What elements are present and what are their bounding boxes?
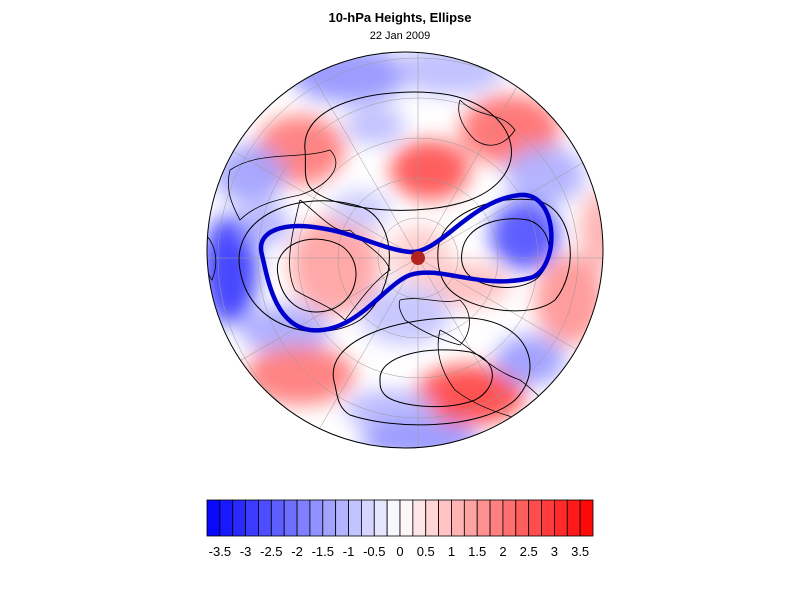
colorbar-tick-label: 1.5 [468,544,486,559]
colorbar-box [425,499,440,537]
colorbar-box [438,499,452,537]
colorbar-box [476,499,491,537]
colorbar-tick-label: -2.5 [260,544,282,559]
pole-marker [411,251,425,265]
colorbar-box [463,499,478,537]
contour-right-inner [461,218,550,288]
anomaly-patch [345,105,405,145]
colorbar-tick-label: -1 [343,544,355,559]
contour-lower-inner [379,349,493,408]
anomaly-patch [207,215,258,325]
colorbar-box [451,499,465,537]
contour-left-inner [276,238,357,313]
height-contours [238,91,571,426]
colorbar-tick-labels: -3.5 -3 -2.5 -2 -1.5 -1 -0.5 0 0.5 1 1.5 2 2.5 3 3.5 [209,544,590,559]
colorbar-box [348,499,362,537]
anomaly-patch [535,255,603,345]
colorbar-box [502,499,517,537]
colorbar-tick-label: 3.5 [571,544,589,559]
colorbar-box [566,499,581,537]
meridian-line [417,257,603,389]
anomaly-patch [580,190,603,270]
colorbar-box [554,499,568,537]
colorbar-box [206,499,221,537]
anomaly-patch [390,140,470,200]
colorbar-box [528,499,542,537]
coastline [289,199,391,321]
colorbar-box [258,499,272,537]
contour-upper [304,91,512,211]
colorbar-box [515,499,530,537]
anomaly-patch [330,190,390,230]
colorbar-tick-label: 0 [396,544,403,559]
colorbar-box [270,499,285,537]
anomaly-shading [207,52,603,448]
colorbar-box [335,499,349,537]
colorbar-box [245,499,259,537]
coastline [227,149,337,221]
colorbar-box [412,499,427,537]
fitted-ellipse [258,192,554,333]
coastline [398,298,470,346]
anomaly-patch [490,200,560,270]
chart-subtitle: 22 Jan 2009 [369,30,431,42]
anomaly-patch [505,145,585,205]
anomaly-patch [215,145,285,205]
colorbar-tick-label: 3 [551,544,558,559]
colorbar-box [322,499,337,537]
colorbar-box [399,499,414,537]
anomaly-patch [360,420,480,448]
colorbar-box [296,499,311,537]
contour-left-outer [238,200,390,333]
coastline [207,229,217,281]
colorbar-swatches [206,499,594,537]
contour-lower [332,317,531,426]
colorbar-box [309,499,324,537]
colorbar-tick-label: -1.5 [312,544,334,559]
anomaly-patch [240,205,290,245]
colorbar-box [232,499,247,537]
colorbar-tick-label: -3 [240,544,252,559]
colorbar-tick-label: -3.5 [209,544,231,559]
colorbar-box [360,499,375,537]
colorbar-tick-label: -0.5 [363,544,385,559]
colorbar-box [579,499,594,537]
colorbar-box [489,499,504,537]
colorbar-box [373,499,388,537]
colorbar-tick-label: 1 [448,544,455,559]
colorbar-tick-label: 0.5 [417,544,435,559]
colorbar-tick-label: 2 [499,544,506,559]
polar-map [206,51,604,449]
colorbar-box [283,499,298,537]
meridian-line [417,127,603,259]
coastline [458,99,516,146]
colorbar-tick-label: -2 [291,544,303,559]
map-border [206,51,604,449]
anomaly-patch [290,215,380,315]
colorbar-box [541,499,555,537]
anomaly-patch [415,365,525,425]
chart-title: 10-hPa Heights, Ellipse [328,10,472,25]
colorbar-tick-label: 2.5 [520,544,538,559]
colorbar-box [386,499,401,537]
anomaly-patch [240,305,330,355]
colorbar-box [219,499,234,537]
